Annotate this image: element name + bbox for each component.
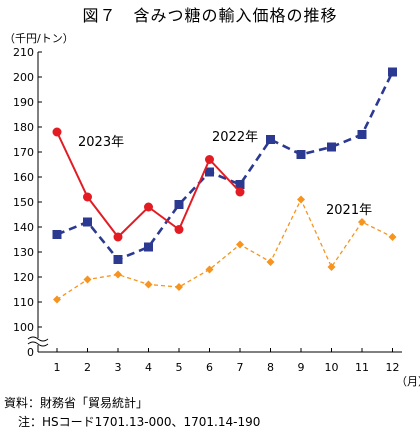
data-point <box>114 270 122 279</box>
y-tick-label: 190 <box>13 96 34 109</box>
data-point <box>52 127 62 137</box>
data-point <box>266 135 275 144</box>
y-tick-label: 210 <box>13 46 34 59</box>
data-point <box>236 240 244 249</box>
data-point <box>358 218 366 226</box>
data-point <box>388 233 397 241</box>
y-tick-label: 160 <box>13 171 34 184</box>
series-label-1: 2022年 <box>212 130 258 145</box>
data-point <box>83 217 92 227</box>
y-tick-label: 180 <box>13 121 34 134</box>
data-point <box>235 180 245 189</box>
x-tick-label: 7 <box>237 361 244 374</box>
y-tick-label: 0 <box>27 346 34 359</box>
x-tick-label: 8 <box>267 361 274 374</box>
series-label-2: 2021年 <box>326 203 372 218</box>
data-point <box>357 130 367 139</box>
y-tick-label: 140 <box>13 221 34 234</box>
axis-break-lower <box>27 341 49 347</box>
data-point <box>327 142 336 152</box>
data-point <box>144 202 153 212</box>
data-point <box>174 200 184 209</box>
x-tick-label: 6 <box>206 361 213 374</box>
x-tick-label: 5 <box>176 361 183 374</box>
x-tick-label: 4 <box>145 361 152 374</box>
axis-break-upper <box>27 336 49 342</box>
series-line-1 <box>56 71 394 262</box>
chart-title: 図７ 含みつ糖の輸入価格の推移 <box>82 6 338 25</box>
data-point <box>144 280 153 289</box>
x-tick-label: 12 <box>386 361 400 374</box>
x-tick-label: 9 <box>298 361 305 374</box>
y-tick-label: 150 <box>13 196 34 209</box>
data-point <box>205 155 214 164</box>
data-point <box>296 150 306 159</box>
x-tick-label: 10 <box>325 361 339 374</box>
data-point <box>266 258 275 266</box>
footnote: 注：HSコード1701.13-000、1701.14-190 <box>18 415 261 429</box>
data-point <box>235 187 245 197</box>
series-line-2 <box>56 197 393 301</box>
data-point <box>174 225 184 234</box>
series-label-0: 2023年 <box>78 135 124 150</box>
data-point <box>205 265 214 274</box>
y-tick-label: 170 <box>13 146 34 159</box>
data-point <box>113 255 123 264</box>
data-point <box>83 192 92 202</box>
data-point <box>175 283 183 291</box>
y-axis-unit: （千円/トン） <box>4 32 74 45</box>
data-point <box>327 263 336 271</box>
y-tick-label: 130 <box>13 246 34 259</box>
x-tick-label: 3 <box>115 361 122 374</box>
data-point <box>52 230 62 239</box>
source-note: 資料：財務省「貿易統計」 <box>4 396 149 410</box>
data-point <box>53 295 61 304</box>
x-tick-label: 1 <box>54 361 61 374</box>
data-point <box>388 67 397 77</box>
y-tick-label: 100 <box>13 321 34 334</box>
data-point <box>297 195 305 204</box>
y-tick-label: 120 <box>13 271 34 284</box>
data-point <box>113 232 123 242</box>
data-point <box>144 242 153 252</box>
x-axis-unit: （月） <box>396 375 420 388</box>
x-tick-label: 11 <box>355 361 369 374</box>
data-point <box>205 167 214 177</box>
y-tick-label: 200 <box>13 71 34 84</box>
data-point <box>83 275 92 284</box>
y-tick-label: 110 <box>13 296 34 309</box>
x-tick-label: 2 <box>84 361 91 374</box>
